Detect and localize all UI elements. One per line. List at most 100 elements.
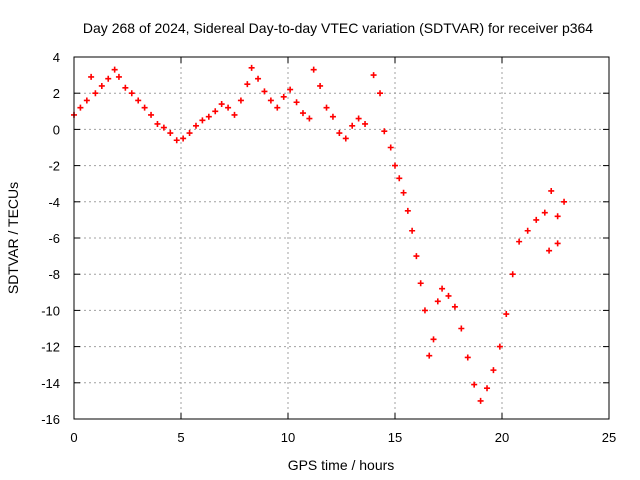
data-point xyxy=(421,307,428,314)
data-point xyxy=(516,238,523,245)
data-point xyxy=(105,75,112,82)
data-point xyxy=(355,115,362,122)
data-point xyxy=(548,187,555,194)
data-point xyxy=(387,144,394,151)
data-point xyxy=(160,124,167,131)
data-point xyxy=(458,325,465,332)
data-point xyxy=(533,216,540,223)
y-tick-label: -14 xyxy=(41,376,60,391)
data-point xyxy=(417,280,424,287)
data-point xyxy=(381,128,388,135)
data-point xyxy=(377,90,384,97)
data-point xyxy=(554,213,561,220)
data-point xyxy=(477,397,484,404)
data-point xyxy=(541,209,548,216)
data-point xyxy=(261,88,268,95)
data-point xyxy=(430,336,437,343)
data-point xyxy=(122,84,129,91)
grid-lines xyxy=(74,57,609,419)
data-point xyxy=(154,120,161,127)
data-point xyxy=(135,97,142,104)
data-point xyxy=(92,90,99,97)
data-point xyxy=(111,66,118,73)
data-point xyxy=(192,122,199,129)
y-tick-labels: -16 -14 -12 -10 -8 -6 -4 -2 0 2 4 xyxy=(41,50,60,427)
y-tick-label: -2 xyxy=(48,159,60,174)
data-point xyxy=(490,367,497,374)
chart-title: Day 268 of 2024, Sidereal Day-to-day VTE… xyxy=(83,20,593,36)
data-point xyxy=(248,64,255,71)
y-tick-label: 0 xyxy=(53,122,60,137)
data-point xyxy=(167,130,174,137)
data-point xyxy=(413,253,420,260)
data-point xyxy=(336,130,343,137)
x-tick-label: 20 xyxy=(495,430,509,445)
data-point xyxy=(509,271,516,278)
y-tick-label: 4 xyxy=(53,50,60,65)
y-tick-label: -16 xyxy=(41,412,60,427)
data-point xyxy=(128,90,135,97)
data-point xyxy=(554,240,561,247)
x-tick-label: 15 xyxy=(388,430,402,445)
data-point xyxy=(362,120,369,127)
data-point xyxy=(484,385,491,392)
data-point xyxy=(426,352,433,359)
y-axis-label: SDTVAR / TECUs xyxy=(5,182,21,294)
data-point xyxy=(392,162,398,169)
data-point xyxy=(323,104,330,111)
x-tick-label: 5 xyxy=(177,430,184,445)
data-point xyxy=(173,137,180,144)
data-point xyxy=(231,111,238,118)
plot-frame xyxy=(73,56,610,420)
data-point xyxy=(370,72,377,79)
data-point xyxy=(83,97,90,104)
data-point xyxy=(396,175,403,182)
data-point xyxy=(88,73,95,80)
data-point xyxy=(218,101,225,108)
data-point xyxy=(471,381,478,388)
data-point xyxy=(280,93,287,100)
data-point xyxy=(244,81,251,88)
data-point xyxy=(464,354,471,361)
y-tick-label: -4 xyxy=(48,195,60,210)
y-tick-label: -12 xyxy=(41,340,60,355)
data-point xyxy=(205,113,212,120)
data-point xyxy=(306,115,313,122)
data-point xyxy=(186,130,193,137)
x-tick-labels: 0 5 10 15 20 25 xyxy=(70,430,616,445)
data-point xyxy=(329,113,336,120)
data-series xyxy=(71,64,568,404)
data-point xyxy=(409,227,416,234)
data-point xyxy=(255,75,262,82)
x-axis-label: GPS time / hours xyxy=(288,457,395,473)
data-point xyxy=(77,104,84,111)
y-tick-label: 2 xyxy=(53,86,60,101)
data-point xyxy=(148,111,155,118)
data-point xyxy=(115,73,122,80)
data-point xyxy=(439,285,446,292)
data-point xyxy=(561,198,568,205)
data-point xyxy=(225,104,232,111)
data-point xyxy=(237,97,244,104)
data-point xyxy=(98,82,105,89)
data-point xyxy=(503,311,510,318)
data-point xyxy=(434,298,441,305)
data-point xyxy=(199,117,206,124)
data-point xyxy=(451,303,458,310)
y-tick-label: -6 xyxy=(48,231,60,246)
data-point xyxy=(212,108,219,115)
x-tick-label: 0 xyxy=(70,430,77,445)
data-point xyxy=(400,189,407,196)
data-point xyxy=(317,82,324,89)
data-point xyxy=(349,122,356,129)
data-point xyxy=(546,247,553,254)
data-point xyxy=(293,99,300,106)
data-point xyxy=(310,66,317,73)
data-point xyxy=(274,104,281,111)
data-point xyxy=(267,97,274,104)
y-tick-label: -8 xyxy=(48,267,60,282)
data-point xyxy=(180,135,187,142)
data-point xyxy=(445,292,452,299)
data-point xyxy=(404,207,411,214)
